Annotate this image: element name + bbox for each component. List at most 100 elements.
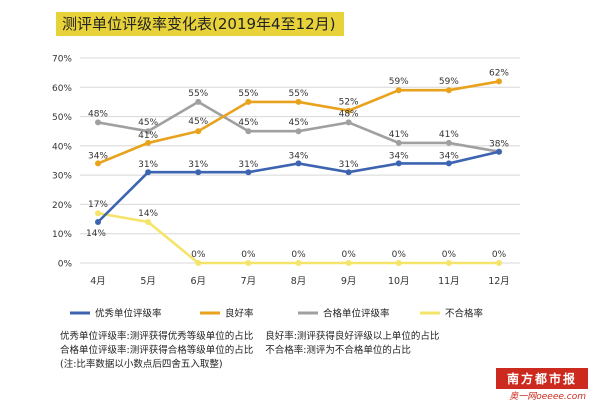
data-label: 34%	[439, 151, 459, 161]
data-point	[295, 160, 302, 167]
data-point	[245, 260, 252, 266]
series-0	[95, 148, 502, 225]
data-label: 45%	[288, 118, 308, 128]
note-line-1: 优秀单位评级率:测评获得优秀等级单位的占比 良好率:测评获得良好评级以上单位的占比	[60, 330, 439, 344]
series-3	[95, 210, 502, 266]
data-point	[295, 98, 302, 105]
data-label: 45%	[238, 118, 258, 128]
legend-label: 不合格率	[445, 308, 484, 320]
note-unqualified: 不合格率:测评为不合格单位的占比	[265, 345, 411, 356]
data-point	[496, 260, 502, 266]
data-label: 0%	[291, 250, 306, 260]
legend-label: 合格单位评级率	[323, 308, 390, 320]
data-point	[496, 148, 502, 155]
x-tick-label: 4月	[90, 276, 106, 287]
data-label: 14%	[86, 229, 106, 239]
data-label: 31%	[138, 160, 158, 170]
data-point	[95, 210, 101, 217]
note-good: 良好率:测评获得良好评级以上单位的占比	[265, 331, 440, 342]
data-point	[445, 87, 452, 94]
data-point	[145, 128, 152, 135]
note-excellent: 优秀单位评级率:测评获得优秀等级单位的占比	[60, 331, 254, 342]
data-point	[445, 260, 452, 266]
data-label: 0%	[442, 250, 457, 260]
data-label: 52%	[339, 98, 359, 108]
data-label: 34%	[288, 151, 308, 161]
note-line-2: 合格单位评级率:测评获得合格等级单位的占比 不合格率:测评为不合格单位的占比	[60, 344, 439, 358]
y-tick-label: 60%	[52, 84, 72, 94]
data-label: 45%	[188, 117, 208, 127]
data-point	[195, 260, 202, 266]
data-label: 45%	[138, 118, 158, 128]
data-point	[195, 169, 202, 176]
data-point	[295, 128, 302, 135]
data-point	[395, 87, 402, 94]
data-label: 55%	[238, 89, 258, 99]
data-point	[145, 169, 152, 176]
x-tick-label: 10月	[388, 276, 410, 287]
data-label: 0%	[341, 250, 356, 260]
legend-label: 优秀单位评级率	[95, 308, 162, 320]
data-label: 0%	[392, 250, 407, 260]
data-label: 0%	[492, 250, 507, 260]
data-label: 41%	[389, 130, 409, 140]
notes: 优秀单位评级率:测评获得优秀等级单位的占比 良好率:测评获得良好评级以上单位的占比…	[60, 330, 439, 372]
series-lines: 14% 31% 31% 31% 34% 31% 34% 34% 38% 34% 41% 45% 55% 5…	[86, 68, 509, 266]
data-point	[345, 260, 352, 266]
y-tick-label: 30%	[52, 172, 72, 182]
data-point	[345, 119, 352, 126]
logo-main: 南方都市报	[496, 368, 588, 389]
data-point	[245, 169, 252, 176]
data-label: 34%	[389, 151, 409, 161]
legend-label: 良好率	[225, 308, 254, 320]
data-label: 48%	[339, 109, 359, 119]
logo-sub: 奥一网oeeee.com	[509, 392, 586, 402]
data-label: 31%	[339, 160, 359, 170]
data-label: 17%	[88, 200, 108, 210]
data-point	[95, 160, 101, 167]
data-point	[95, 219, 101, 225]
data-point	[395, 139, 402, 146]
data-point	[195, 98, 202, 105]
data-point	[245, 98, 252, 105]
note-qualified: 合格单位评级率:测评获得合格等级单位的占比	[60, 345, 254, 356]
x-tick-label: 6月	[190, 276, 206, 287]
data-point	[445, 139, 452, 146]
data-point	[95, 119, 101, 126]
x-tick-label: 7月	[241, 276, 257, 287]
newspaper-logo: 南方都市报 奥一网oeeee.com	[496, 368, 588, 402]
note-line-3: (注:比率数据以小数点后四舍五入取整)	[60, 359, 223, 370]
data-point	[395, 160, 402, 167]
data-point	[345, 107, 352, 114]
data-point	[145, 219, 152, 225]
data-label: 34%	[88, 151, 108, 161]
data-label: 0%	[241, 250, 256, 260]
x-tick-label: 5月	[140, 276, 156, 287]
y-axis-ticks: 0% 10% 20% 30% 40% 50% 60% 70%	[52, 55, 72, 270]
x-tick-label: 11月	[438, 276, 460, 287]
data-point	[445, 160, 452, 167]
data-label: 41%	[439, 130, 459, 140]
data-label: 59%	[439, 77, 459, 87]
data-label: 31%	[238, 160, 258, 170]
data-label: 48%	[88, 109, 108, 119]
data-label: 38%	[489, 140, 509, 150]
data-label: 41%	[138, 131, 158, 141]
data-point	[295, 260, 302, 266]
data-point	[145, 139, 152, 146]
y-tick-label: 40%	[52, 142, 72, 152]
data-point	[245, 128, 252, 135]
data-label: 0%	[191, 250, 206, 260]
y-tick-label: 20%	[52, 201, 72, 211]
y-tick-label: 0%	[58, 260, 73, 270]
data-point	[195, 128, 202, 135]
line-chart: 0% 10% 20% 30% 40% 50% 60% 70% 4月 5月 6月 7月 8月 9月 10月 1…	[52, 55, 520, 320]
series-1	[95, 78, 502, 167]
data-point	[496, 78, 502, 85]
y-tick-label: 50%	[52, 113, 72, 123]
chart-title: 测评单位评级率变化表(2019年4至12月)	[56, 12, 344, 36]
series-2	[95, 98, 502, 155]
data-label: 31%	[188, 160, 208, 170]
x-tick-label: 8月	[291, 276, 307, 287]
data-point	[345, 169, 352, 176]
